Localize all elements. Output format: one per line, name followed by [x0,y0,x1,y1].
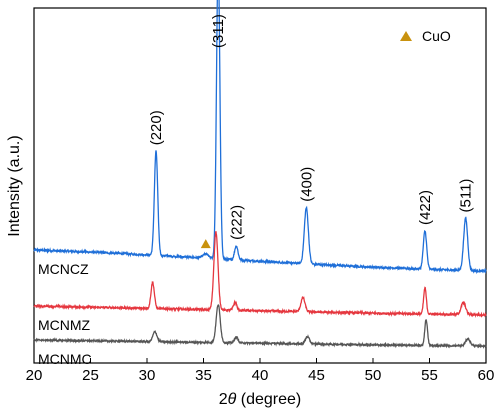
x-axis-ticks: 20 25 30 35 40 45 50 55 60 [26,358,495,384]
sample-label-mcnmz: MCNMZ [38,317,91,333]
sample-label-mcnmc: MCNMC [38,351,92,367]
cuo-marker-triangle [200,239,211,249]
x-tick-label-50: 50 [365,367,382,384]
y-axis-label: Intensity (a.u.) [6,135,23,236]
x-tick-label-20: 20 [26,367,43,384]
x-axis-label: 2θ (degree) [219,391,302,408]
peak-label-220: (220) [148,110,165,145]
peak-label-511: (511) [458,179,475,213]
peak-label-400: (400) [298,167,315,202]
x-tick-label-35: 35 [195,367,212,384]
peak-label-222: (222) [228,205,245,240]
series-layer [33,0,487,349]
peak-labels: (220) (311) (222) (400) (422) (511) [148,14,475,240]
x-tick-label-55: 55 [421,367,438,384]
legend-label-cuo: CuO [422,28,451,44]
legend: CuO [400,28,451,44]
series-line-mcncz [33,0,487,275]
peak-label-422: (422) [417,190,434,225]
x-axis-label-prefix: 2 [219,391,228,408]
x-tick-label-25: 25 [82,367,99,384]
x-tick-label-30: 30 [139,367,156,384]
series-line-mcnmc [33,304,487,349]
x-tick-label-40: 40 [252,367,269,384]
x-axis-label-theta: θ [228,391,237,408]
legend-triangle-icon [400,31,412,41]
x-axis-label-suffix: (degree) [236,391,301,408]
series-line-mcnmz [33,231,487,318]
x-tick-label-45: 45 [308,367,325,384]
peak-label-311: (311) [210,14,227,48]
sample-label-mcncz: MCNCZ [38,261,89,277]
x-tick-label-60: 60 [478,367,495,384]
